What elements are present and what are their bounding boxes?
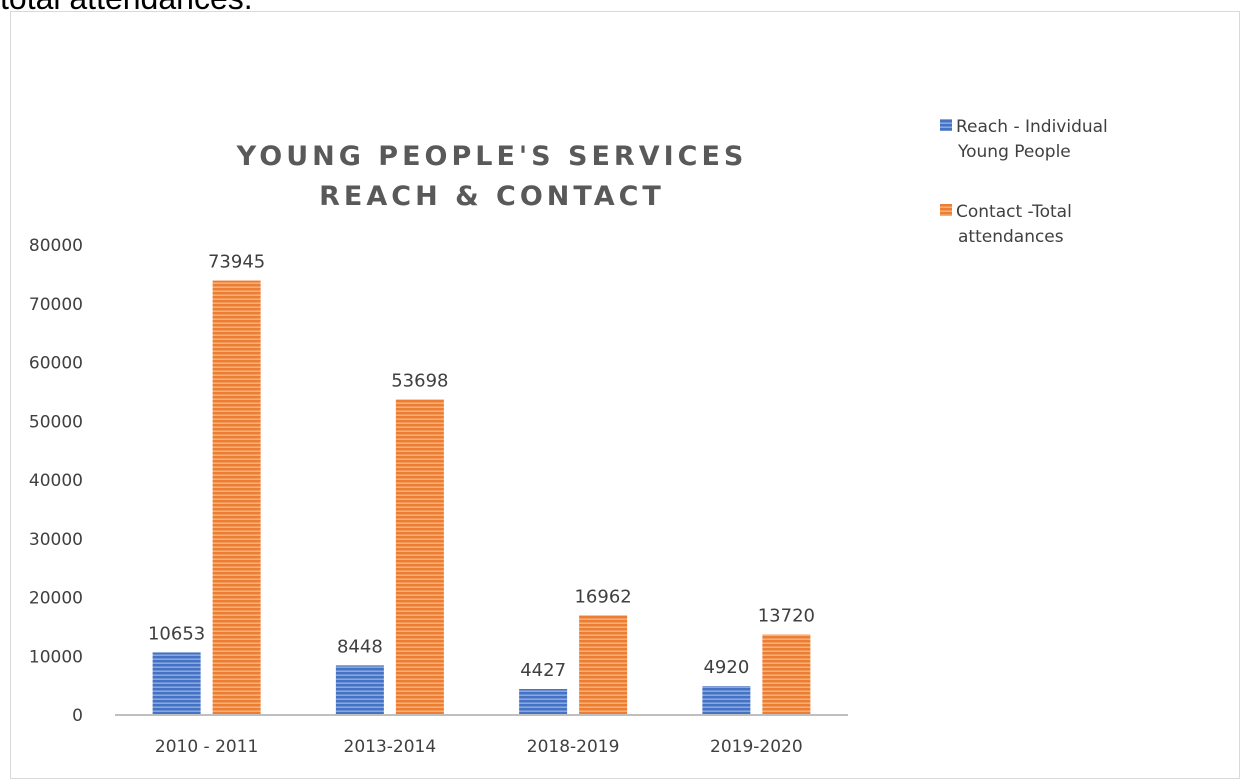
legend-swatch [940,119,952,131]
data-label: 4427 [520,660,566,681]
chart-title: YOUNG PEOPLE'S SERVICES REACH & CONTACT [236,141,748,212]
x-tick-label: 2010 - 2011 [155,737,258,757]
chart-title-line-2: REACH & CONTACT [319,181,665,212]
legend-label: attendances [958,227,1064,247]
data-label: 4920 [703,657,749,678]
bar [395,399,444,715]
data-label: 8448 [337,636,383,657]
legend: Reach - Individual Young People Contact -T… [940,117,1108,247]
data-labels: 10653 73945 8448 53698 4427 16962 4920 13720 [148,252,815,681]
bar [762,634,811,715]
data-label: 73945 [208,252,265,273]
legend-label: Reach - Individual [956,117,1108,137]
legend-swatch [940,204,952,216]
y-tick-label: 40000 [29,471,83,491]
y-tick-label: 80000 [29,236,83,256]
data-label: 10653 [148,623,205,644]
legend-label: Young People [957,142,1071,162]
y-tick-label: 70000 [29,295,83,315]
bar [212,280,261,715]
y-tick-label: 60000 [29,354,83,374]
y-tick-label: 20000 [29,589,83,609]
bar [579,615,628,715]
y-tick-label: 10000 [29,647,83,667]
y-tick-label: 0 [72,706,83,726]
bar [519,688,568,715]
x-tick-label: 2018-2019 [527,737,620,757]
x-axis: 2010 - 2011 2013-2014 2018-2019 2019-2020 [115,714,848,757]
chart-title-line-1: YOUNG PEOPLE'S SERVICES [236,141,748,172]
data-label: 13720 [758,605,815,626]
data-label: 53698 [391,371,448,392]
y-tick-label: 30000 [29,530,83,550]
data-label: 16962 [574,586,631,607]
y-axis: 0 10000 20000 30000 40000 50000 60000 70000 8000… [29,236,83,726]
legend-label: Contact -Total [956,202,1072,222]
bar [335,665,384,715]
bar [702,686,751,715]
bars [152,280,811,715]
bar [152,652,201,715]
x-tick-label: 2019-2020 [710,737,803,757]
y-tick-label: 50000 [29,412,83,432]
x-tick-label: 2013-2014 [344,737,437,757]
